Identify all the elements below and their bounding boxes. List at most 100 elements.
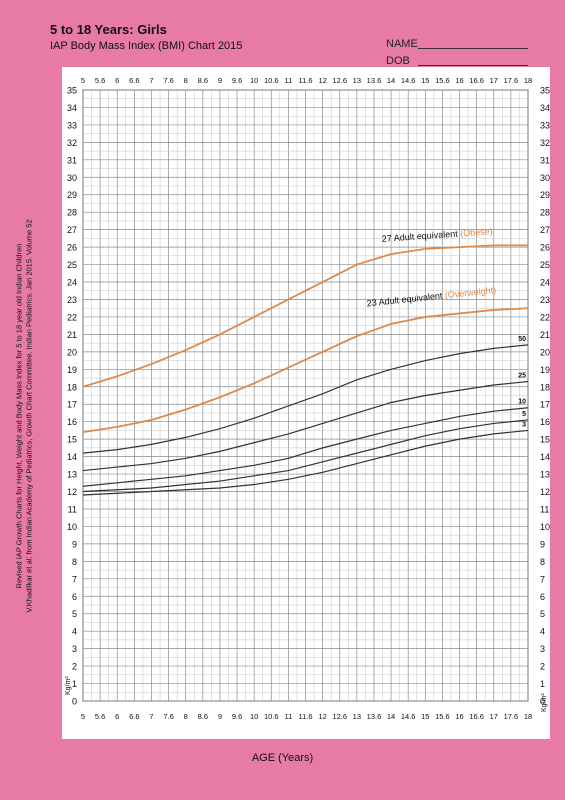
- y-tick-label-left: 31: [67, 155, 77, 165]
- y-tick-label-left: 18: [67, 382, 77, 392]
- x-tick-label-top: 11.6: [298, 76, 312, 85]
- y-tick-label-right: 35: [540, 86, 550, 96]
- x-tick-label-bottom: 5.6: [95, 712, 105, 721]
- x-tick-label-bottom: 12: [318, 712, 326, 721]
- y-tick-label-right: 4: [540, 627, 545, 637]
- x-tick-label-top: 12: [318, 76, 326, 85]
- x-tick-label-bottom: 6.6: [129, 712, 139, 721]
- x-tick-label-bottom: 17: [490, 712, 498, 721]
- y-tick-label-right: 3: [540, 644, 545, 654]
- percentile-label: 5: [522, 411, 526, 418]
- y-unit-label-right: Kg/m²: [541, 693, 548, 712]
- x-tick-label-top: 11: [284, 76, 292, 85]
- x-tick-label-top: 7: [149, 76, 153, 85]
- x-tick-label-top: 8.6: [198, 76, 208, 85]
- y-tick-label-right: 0: [540, 697, 545, 707]
- x-tick-label-top: 5: [81, 76, 85, 85]
- series-line-25: [82, 380, 529, 472]
- x-tick-label-top: 15.6: [435, 76, 450, 85]
- y-tick-label-left: 24: [67, 278, 77, 288]
- x-tick-label-top: 16.6: [469, 76, 484, 85]
- x-tick-label-bottom: 12.6: [332, 712, 347, 721]
- adult-equivalent-annotation: (Obese): [460, 226, 493, 238]
- y-tick-label-right: 1: [540, 679, 545, 689]
- x-tick-label-top: 6: [115, 76, 119, 85]
- x-tick-label-top: 5.6: [95, 76, 105, 85]
- series-line-10: [82, 407, 529, 487]
- series-line-27: [82, 244, 528, 388]
- y-tick-label-left: 27: [67, 225, 77, 235]
- x-tick-label-bottom: 10: [250, 712, 258, 721]
- y-tick-label-left: 2: [72, 662, 77, 672]
- series-line-5: [82, 419, 529, 493]
- chart-header: 5 to 18 Years: Girls IAP Body Mass Index…: [0, 0, 565, 67]
- x-tick-label-bottom: 13: [353, 712, 361, 721]
- x-tick-label-bottom: 8: [184, 712, 188, 721]
- dob-label: DOB: [386, 55, 410, 67]
- plot-area: [82, 89, 529, 702]
- x-tick-label-top: 10.6: [264, 76, 279, 85]
- y-tick-label-right: 28: [540, 208, 550, 218]
- y-tick-label-right: 31: [540, 155, 550, 165]
- y-tick-label-left: 32: [67, 138, 77, 148]
- x-tick-label-top: 9.6: [232, 76, 242, 85]
- name-field[interactable]: [418, 48, 528, 49]
- y-tick-label-right: 14: [540, 452, 550, 462]
- y-tick-label-right: 23: [540, 295, 550, 305]
- x-tick-label-bottom: 11: [284, 712, 292, 721]
- percentile-label: 3: [522, 421, 526, 428]
- percentile-label: 25: [518, 373, 526, 380]
- y-tick-label-right: 21: [540, 330, 550, 340]
- x-tick-label-bottom: 15.6: [435, 712, 450, 721]
- x-tick-label-top: 17: [490, 76, 498, 85]
- x-tick-label-bottom: 9: [218, 712, 222, 721]
- x-tick-label-bottom: 6: [115, 712, 119, 721]
- x-tick-label-bottom: 14: [387, 712, 395, 721]
- x-axis-label: AGE (Years): [251, 752, 314, 764]
- x-tick-label-bottom: 18: [524, 712, 532, 721]
- y-tick-label-right: 13: [540, 470, 550, 480]
- chart-title: 5 to 18 Years: Girls: [50, 22, 167, 37]
- x-tick-label-top: 18: [524, 76, 532, 85]
- y-tick-label-left: 33: [67, 120, 77, 130]
- x-tick-label-bottom: 13.6: [367, 712, 382, 721]
- series-line-3: [82, 429, 529, 496]
- y-tick-label-left: 15: [67, 435, 77, 445]
- y-tick-label-left: 3: [72, 644, 77, 654]
- x-tick-label-top: 17.6: [504, 76, 519, 85]
- x-tick-label-bottom: 17.6: [504, 712, 519, 721]
- y-tick-label-left: 8: [72, 557, 77, 567]
- y-tick-label-left: 10: [67, 522, 77, 532]
- x-tick-label-bottom: 10.6: [264, 712, 279, 721]
- y-tick-label-right: 22: [540, 312, 550, 322]
- x-tick-label-top: 14.6: [401, 76, 416, 85]
- series-line-23: [82, 307, 529, 434]
- y-tick-label-left: 20: [67, 347, 77, 357]
- y-tick-label-left: 17: [67, 400, 77, 410]
- x-tick-label-top: 9: [218, 76, 222, 85]
- y-tick-label-right: 8: [540, 557, 545, 567]
- y-tick-label-right: 2: [540, 662, 545, 672]
- x-tick-label-top: 16: [455, 76, 463, 85]
- y-tick-label-left: 25: [67, 260, 77, 270]
- x-tick-label-top: 8: [184, 76, 188, 85]
- name-label: NAME: [386, 38, 418, 50]
- y-tick-label-right: 20: [540, 347, 550, 357]
- x-tick-label-bottom: 9.6: [232, 712, 242, 721]
- y-tick-label-left: 11: [68, 504, 77, 514]
- x-tick-label-bottom: 16: [455, 712, 463, 721]
- x-tick-label-bottom: 7: [149, 712, 153, 721]
- dob-field[interactable]: [418, 65, 528, 66]
- y-tick-label-left: 4: [72, 627, 77, 637]
- x-tick-label-top: 13.6: [367, 76, 382, 85]
- y-tick-label-left: 12: [67, 487, 77, 497]
- y-tick-label-right: 24: [540, 278, 550, 288]
- y-tick-label-left: 19: [67, 365, 77, 375]
- y-tick-label-left: 0: [72, 697, 77, 707]
- y-tick-label-left: 6: [72, 592, 77, 602]
- percentile-label: 10: [518, 399, 526, 406]
- y-tick-label-right: 9: [540, 539, 545, 549]
- chart-subtitle: IAP Body Mass Index (BMI) Chart 2015: [50, 40, 243, 52]
- y-tick-label-left: 23: [67, 295, 77, 305]
